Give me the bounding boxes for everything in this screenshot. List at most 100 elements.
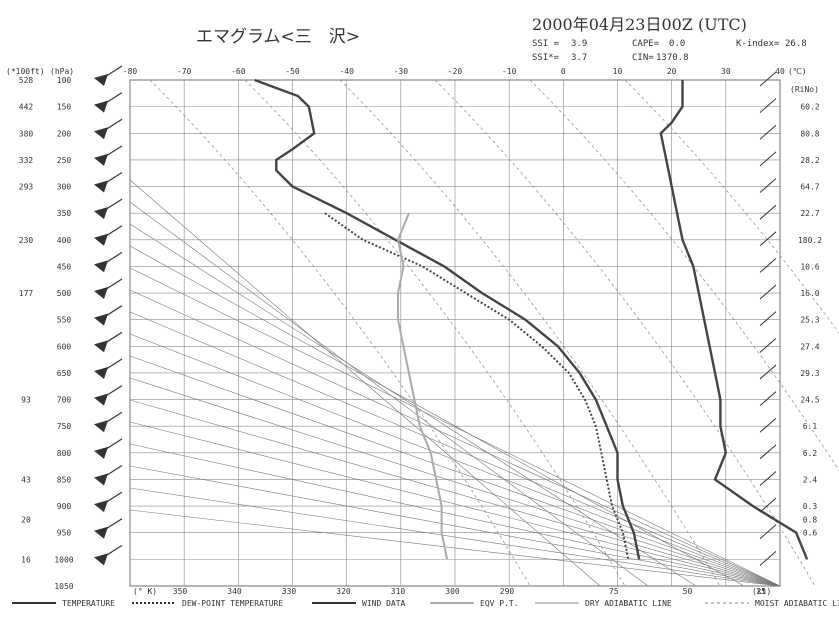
dry-adiabat-line bbox=[129, 399, 781, 587]
cape-label: CAPE= bbox=[632, 39, 660, 49]
height-tick-label: 43 bbox=[21, 475, 31, 484]
wind-barb-icon bbox=[759, 124, 777, 140]
wind-barb-icon bbox=[759, 524, 777, 540]
pressure-tick-label: 1000 bbox=[54, 555, 73, 564]
dry-adiabat-line bbox=[129, 465, 781, 587]
cin-label: CIN= bbox=[632, 53, 654, 63]
height-tick-label: 93 bbox=[21, 396, 31, 405]
wind-barb-icon bbox=[759, 98, 777, 114]
cape-value: 0.0 bbox=[669, 39, 685, 49]
height-tick-label: 380 bbox=[19, 129, 34, 138]
pressure-unit-label: (hPa) bbox=[50, 67, 74, 76]
pressure-tick-label: 450 bbox=[57, 262, 72, 271]
height-tick-label: 332 bbox=[19, 156, 34, 165]
wind-barb-icon bbox=[759, 151, 777, 167]
dry-adiabat-line bbox=[129, 355, 781, 587]
rino-label: 16.0 bbox=[800, 289, 819, 298]
wind-barb-icon bbox=[759, 444, 777, 460]
wind-barb-icon bbox=[759, 391, 777, 406]
wind-flag-icon bbox=[94, 366, 108, 379]
pressure-tick-label: 600 bbox=[57, 342, 72, 351]
rino-label: 27.4 bbox=[800, 342, 819, 351]
wind-barb-icon bbox=[759, 311, 777, 327]
pressure-tick-label: 850 bbox=[57, 475, 72, 484]
rino-label: 64.7 bbox=[800, 183, 819, 192]
legend-label: WIND DATA bbox=[362, 599, 406, 608]
temp-tick-label: -70 bbox=[177, 67, 192, 76]
pressure-tick-label: 950 bbox=[57, 529, 72, 538]
wind-flag-icon bbox=[94, 207, 108, 220]
pressure-tick-label: 900 bbox=[57, 502, 72, 511]
pressure-tick-label: 250 bbox=[57, 156, 72, 165]
pressure-tick-label: 200 bbox=[57, 129, 72, 138]
wind-flag-icon bbox=[94, 287, 108, 300]
kelvin-tick-label: 330 bbox=[282, 587, 297, 596]
wind-flag-icon bbox=[94, 473, 108, 486]
temp-tick-label: -50 bbox=[285, 67, 300, 76]
legend-label: MOIST ADIABATIC LINE bbox=[755, 599, 839, 608]
wind-flag-icon bbox=[94, 153, 108, 166]
temp-tick-label: 30 bbox=[721, 67, 731, 76]
wind-flag-icon bbox=[94, 340, 108, 353]
height-tick-label: 177 bbox=[19, 289, 34, 298]
wind-flag-icon bbox=[94, 420, 108, 433]
rino-label: 0.6 bbox=[803, 529, 818, 538]
cin-value: 1370.8 bbox=[656, 53, 689, 63]
rino-label: 29.3 bbox=[800, 369, 819, 378]
wind-barb-icon bbox=[759, 471, 777, 486]
kelvin-tick-label: 310 bbox=[391, 587, 406, 596]
pressure-tick-label: 1050 bbox=[54, 582, 73, 591]
wind-barb-icon bbox=[759, 231, 777, 247]
wind-barb-icon bbox=[759, 337, 777, 353]
series-wind-data bbox=[659, 80, 809, 560]
dry-adiabat-line bbox=[129, 223, 697, 587]
pressure-tick-label: 700 bbox=[57, 396, 72, 405]
height-unit-label: (*100ft) bbox=[6, 67, 45, 76]
wind-flag-icon bbox=[94, 127, 108, 140]
dry-adiabat-line bbox=[129, 245, 745, 587]
dry-adiabat-line bbox=[129, 487, 781, 587]
pressure-tick-label: 500 bbox=[57, 289, 72, 298]
wind-flag-icon bbox=[94, 100, 108, 113]
moist-adiabat-line bbox=[339, 79, 721, 587]
temp-tick-label: 0 bbox=[561, 67, 566, 76]
k-index-value: 26.8 bbox=[785, 39, 807, 49]
pressure-tick-label: 300 bbox=[57, 183, 72, 192]
temp-tick-label: -60 bbox=[231, 67, 246, 76]
height-tick-label: 528 bbox=[19, 76, 34, 85]
wind-flag-icon bbox=[94, 74, 108, 86]
moist-adiabat-line bbox=[244, 79, 626, 587]
wind-barb-icon bbox=[759, 71, 777, 87]
legend-label: TEMPERATURE bbox=[62, 599, 115, 608]
ssi-star-value: 3.7 bbox=[571, 53, 587, 63]
dry-adiabat-line bbox=[129, 289, 781, 587]
kelvin-tick-label: 350 bbox=[173, 587, 188, 596]
wind-barb-icon bbox=[759, 178, 777, 193]
kt-tick-label: 75 bbox=[609, 587, 619, 596]
chart-title: エマグラム<三 沢> bbox=[196, 27, 360, 47]
rino-label: 28.2 bbox=[800, 156, 819, 165]
wind-flag-icon bbox=[94, 313, 108, 326]
rino-label: 2.4 bbox=[803, 475, 818, 484]
dry-adiabat-line bbox=[129, 311, 781, 587]
temp-tick-label: 40 bbox=[775, 67, 785, 76]
plot-area: 1001502002503003504004505005506006507007… bbox=[19, 65, 839, 596]
pressure-tick-label: 400 bbox=[57, 236, 72, 245]
pressure-tick-label: 550 bbox=[57, 316, 72, 325]
height-tick-label: 20 bbox=[21, 515, 31, 524]
dry-adiabat-line bbox=[129, 201, 649, 587]
temp-tick-label: -80 bbox=[123, 67, 138, 76]
temp-tick-label: -30 bbox=[394, 67, 409, 76]
rino-label: 24.5 bbox=[800, 396, 819, 405]
temp-tick-label: -10 bbox=[502, 67, 517, 76]
rino-label: 180.2 bbox=[798, 236, 822, 245]
dry-adiabat-line bbox=[129, 333, 781, 587]
ssi-label: SSI = bbox=[532, 39, 560, 49]
dry-adiabat-line bbox=[129, 267, 781, 587]
wind-flag-icon bbox=[94, 260, 108, 273]
height-tick-label: 293 bbox=[19, 183, 34, 192]
wind-barb-icon bbox=[759, 550, 777, 566]
pressure-tick-label: 100 bbox=[57, 76, 72, 85]
rino-label: 80.8 bbox=[800, 129, 819, 138]
